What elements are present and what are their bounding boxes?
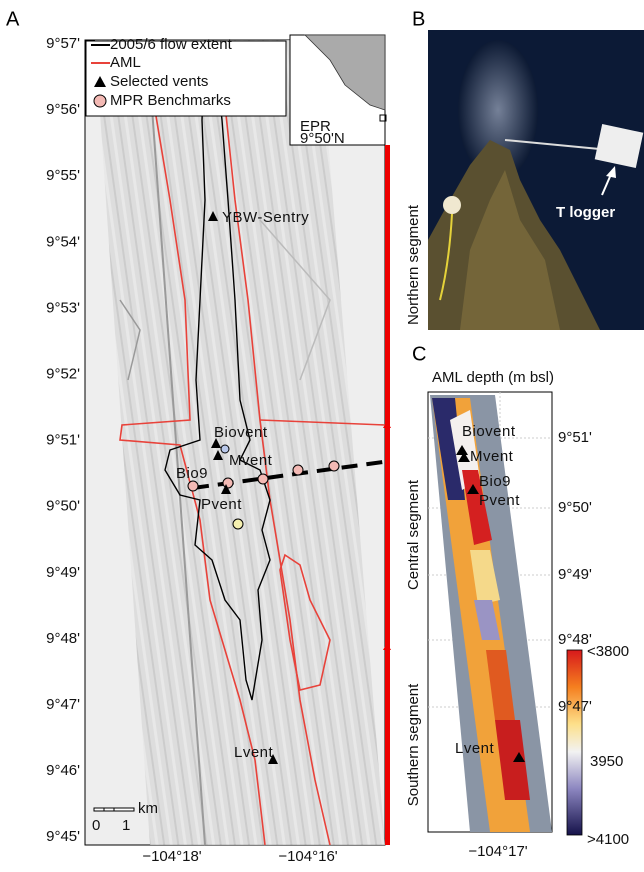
- y-axis-label: 9°53': [46, 299, 80, 316]
- photo: [428, 30, 644, 330]
- x-axis-label: −104°18': [142, 848, 201, 865]
- scale-unit: km: [138, 800, 158, 817]
- y-axis-label: 9°48': [46, 630, 80, 647]
- y-axis-label: 9°45': [46, 828, 80, 845]
- vent-label: Biovent: [462, 423, 516, 440]
- vent-label: Mvent: [470, 448, 514, 465]
- vent-label: Pvent: [201, 496, 242, 513]
- y-axis-label: 9°48': [558, 631, 592, 648]
- vent-label: Mvent: [229, 452, 273, 469]
- segment-label: Central segment: [405, 479, 422, 590]
- scale-label: 0: [92, 817, 100, 834]
- y-axis-label: 9°50': [558, 499, 592, 516]
- colorbar-label: <3800: [587, 643, 629, 660]
- y-axis-label: 9°54': [46, 233, 80, 250]
- y-axis-label: 9°51': [558, 429, 592, 446]
- vent-label: Pvent: [479, 492, 520, 509]
- y-axis-label: 9°49': [558, 566, 592, 583]
- y-axis-label: 9°51': [46, 432, 80, 449]
- y-axis-label: 9°47': [46, 696, 80, 713]
- legend-label: Selected vents: [110, 73, 208, 90]
- vent-label: Lvent: [234, 744, 274, 761]
- y-axis-label: 9°57': [46, 35, 80, 52]
- legend-label: 2005/6 flow extent: [110, 36, 233, 53]
- inset-label: 9°50'N: [300, 130, 345, 147]
- vent-label: Biovent: [214, 424, 268, 441]
- vent-label: Bio9: [479, 473, 511, 490]
- panel-title: AML depth (m bsl): [432, 369, 554, 386]
- x-axis-label: −104°17': [468, 843, 527, 860]
- x-axis-label: −104°16': [278, 848, 337, 865]
- legend-label: MPR Benchmarks: [110, 92, 231, 109]
- vent-label: Lvent: [455, 740, 495, 757]
- y-axis-label: 9°52': [46, 365, 80, 382]
- y-axis-label: 9°56': [46, 101, 80, 118]
- panel-label: B: [412, 8, 425, 30]
- y-axis-label: 9°47': [558, 698, 592, 715]
- panel-label: C: [412, 343, 426, 365]
- colorbar-label: >4100: [587, 831, 629, 848]
- vent-label: Bio9: [176, 465, 208, 482]
- colorbar-label: 3950: [590, 753, 623, 770]
- y-axis-label: 9°49': [46, 564, 80, 581]
- figure: A: [0, 0, 644, 867]
- vent-label: YBW-Sentry: [222, 209, 309, 226]
- panel-label: A: [6, 8, 20, 30]
- legend-label: AML: [110, 54, 141, 71]
- y-axis-label: 9°50': [46, 498, 80, 515]
- y-axis-label: 9°55': [46, 167, 80, 184]
- y-axis-label: 9°46': [46, 762, 80, 779]
- segment-label: Northern segment: [405, 204, 422, 325]
- segment-label: Southern segment: [405, 683, 422, 806]
- scale-label: 1: [122, 817, 130, 834]
- photo-annotation: T logger: [556, 204, 615, 221]
